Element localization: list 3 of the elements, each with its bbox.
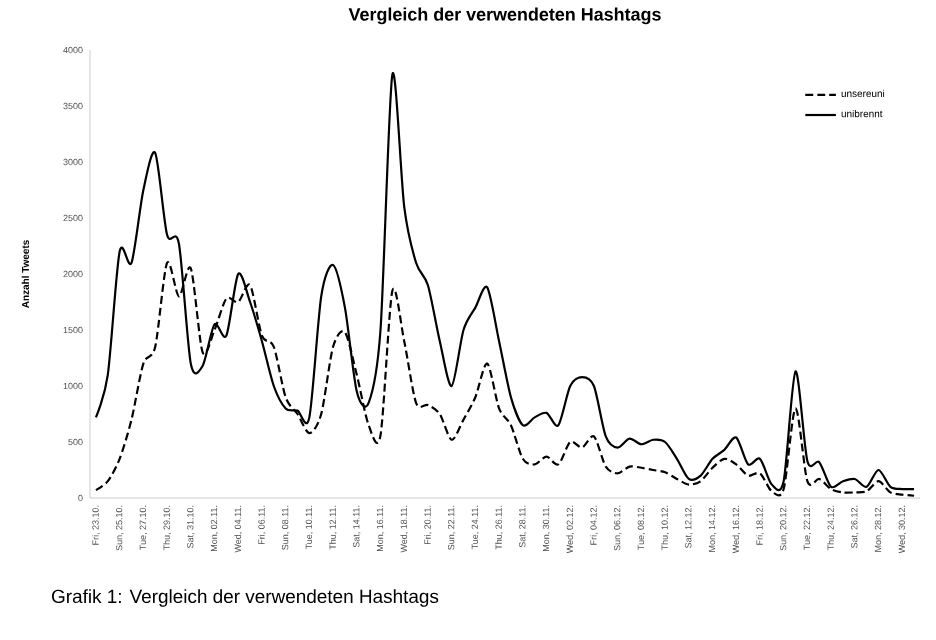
line-series <box>94 73 916 492</box>
text: Grafik 1: Vergleich der verwendeten Hashtags <box>51 589 439 607</box>
chart-title: Vergleich der verwendeten Hashtags <box>348 7 661 25</box>
